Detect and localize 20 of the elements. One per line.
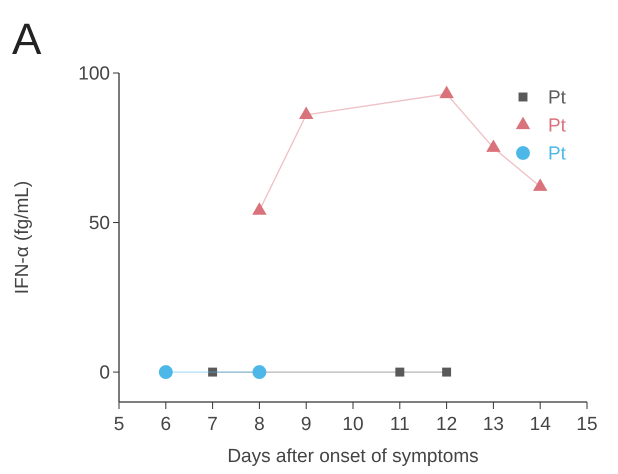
x-tick-label: 13 bbox=[482, 414, 504, 435]
y-tick-label: 0 bbox=[99, 362, 110, 384]
chart-title: A bbox=[12, 15, 42, 64]
legend-label: Pt bbox=[548, 88, 567, 109]
x-tick-label: 6 bbox=[160, 414, 172, 435]
x-tick-label: 11 bbox=[390, 414, 410, 435]
x-tick-label: 8 bbox=[254, 414, 265, 435]
x-tick-label: 10 bbox=[342, 414, 364, 435]
legend-label: Pt bbox=[548, 144, 567, 165]
y-tick-label: 100 bbox=[78, 64, 110, 85]
x-tick-label: 7 bbox=[207, 414, 218, 435]
x-tick-label: 9 bbox=[300, 414, 312, 435]
x-tick-label: 5 bbox=[114, 414, 124, 435]
x-tick-label: 12 bbox=[436, 414, 458, 435]
x-tick-label: 14 bbox=[530, 414, 552, 435]
legend-label: Pt bbox=[548, 116, 567, 137]
x-axis-title: Days after onset of symptoms bbox=[227, 446, 479, 467]
x-tick-label: 15 bbox=[576, 414, 598, 435]
y-tick-label: 50 bbox=[88, 213, 110, 234]
y-axis-title: IFN-α (fg/mL) bbox=[12, 180, 33, 294]
